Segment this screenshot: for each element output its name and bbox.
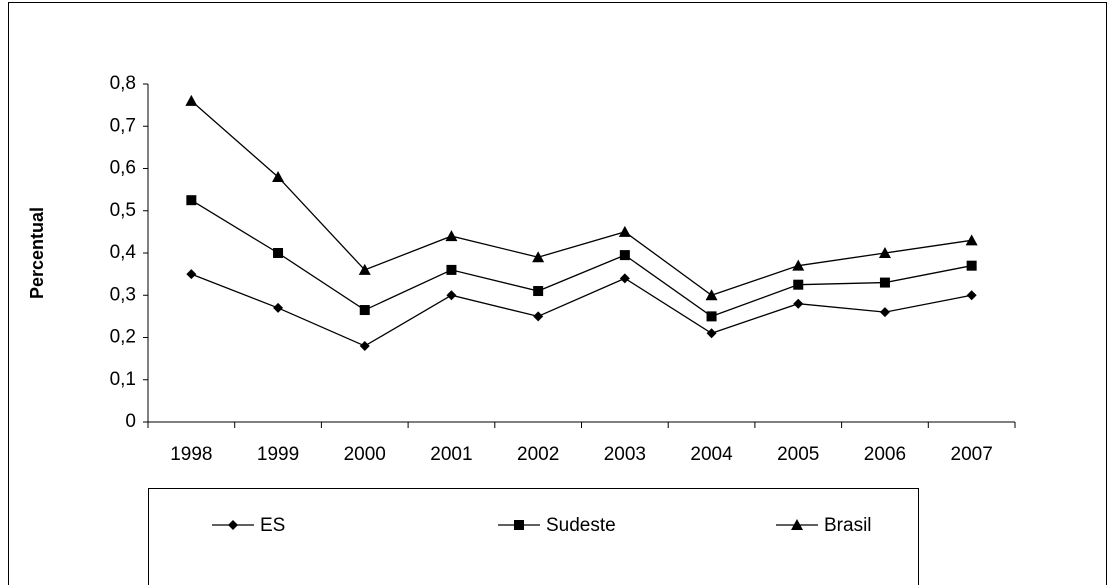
- marker: [273, 248, 284, 258]
- marker: [705, 289, 718, 301]
- marker: [359, 305, 370, 316]
- x-tick-label: 2006: [864, 444, 906, 465]
- x-tick-label: 2003: [604, 444, 646, 465]
- marker: [185, 94, 198, 106]
- marker: [186, 195, 197, 206]
- y-axis-label: Percentual: [27, 207, 47, 299]
- marker: [533, 286, 544, 297]
- marker: [879, 277, 890, 288]
- y-tick-label: 0,6: [110, 158, 136, 179]
- legend-box: [148, 488, 919, 585]
- marker: [793, 279, 804, 290]
- marker: [792, 259, 805, 271]
- marker: [878, 247, 891, 258]
- marker: [793, 298, 804, 309]
- marker: [532, 251, 545, 263]
- marker: [273, 302, 284, 313]
- marker: [446, 290, 457, 301]
- marker: [445, 230, 458, 242]
- x-tick-label: 1998: [170, 444, 212, 465]
- marker: [446, 264, 457, 275]
- series-line: [191, 199, 972, 318]
- x-tick-label: 2007: [951, 444, 993, 465]
- legend-label: ES: [260, 515, 285, 536]
- legend-label: Brasil: [824, 515, 872, 536]
- marker: [791, 519, 803, 530]
- marker: [186, 269, 197, 280]
- x-tick-label: 2000: [344, 444, 386, 465]
- marker: [966, 260, 977, 271]
- x-tick-label: 2004: [690, 444, 733, 465]
- marker: [706, 328, 717, 339]
- y-tick-label: 0,7: [110, 115, 136, 136]
- marker: [272, 170, 285, 182]
- marker: [618, 225, 631, 237]
- marker: [619, 250, 630, 261]
- marker: [533, 311, 544, 322]
- series-line: [191, 273, 972, 347]
- y-tick-label: 0,5: [110, 200, 136, 221]
- marker: [228, 520, 238, 530]
- y-tick-label: 0,2: [110, 327, 136, 348]
- y-tick-label: 0,1: [110, 369, 136, 390]
- marker: [966, 290, 977, 301]
- marker: [359, 340, 370, 351]
- y-tick-label: 0,3: [110, 284, 136, 305]
- x-tick-label: 2001: [430, 444, 472, 465]
- legend-label: Sudeste: [546, 515, 616, 536]
- marker: [706, 311, 717, 322]
- chart-border: [8, 2, 1107, 585]
- marker: [965, 234, 978, 246]
- y-tick-label: 0,8: [110, 73, 136, 94]
- series-line: [190, 100, 972, 296]
- marker: [879, 307, 890, 318]
- x-tick-label: 2005: [777, 444, 819, 465]
- x-tick-label: 1999: [257, 444, 299, 465]
- x-tick-label: 2002: [517, 444, 559, 465]
- y-tick-label: 0: [125, 411, 136, 432]
- marker: [514, 520, 524, 530]
- marker: [619, 273, 630, 284]
- y-tick-label: 0,4: [110, 242, 137, 263]
- marker: [358, 263, 371, 275]
